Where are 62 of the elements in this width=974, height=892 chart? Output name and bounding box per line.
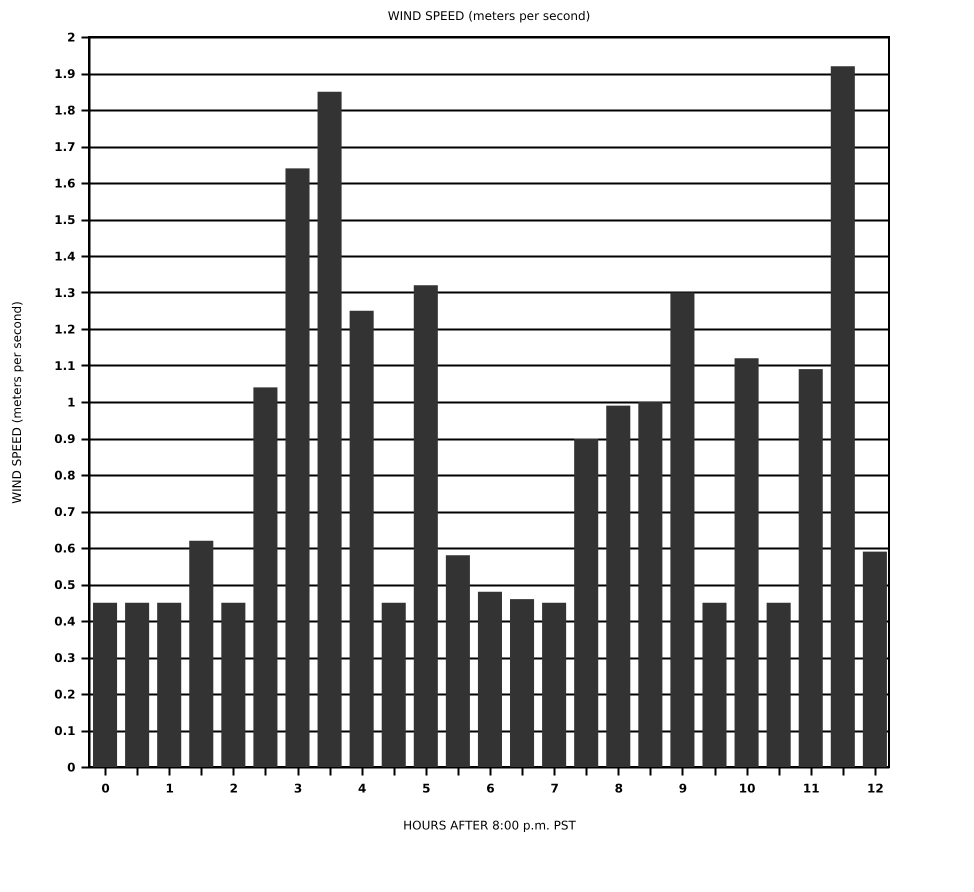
chart-title: WIND SPEED (meters per second): [388, 9, 590, 23]
bar: [766, 602, 791, 767]
bar: [734, 358, 759, 767]
x-tick-label: 9: [678, 782, 688, 796]
bar: [189, 540, 214, 767]
bar: [446, 555, 470, 767]
bar: [157, 602, 182, 767]
bar: [670, 292, 694, 767]
x-tick-label: 7: [550, 782, 559, 796]
bar: [574, 438, 598, 767]
y-axis-title: WIND SPEED (meters per second): [10, 301, 24, 504]
y-tick-label: 1.6: [54, 176, 76, 190]
bar: [318, 92, 342, 767]
bar: [414, 285, 438, 767]
bar: [542, 602, 566, 767]
bar: [606, 406, 630, 767]
y-tick-label: 1.9: [54, 67, 76, 81]
y-tick-label: 1.3: [54, 286, 76, 300]
y-tick-label: 0.1: [54, 724, 76, 738]
y-tick-label: 1: [67, 396, 76, 410]
y-tick-label: 1.8: [54, 104, 76, 118]
x-tick-label: 12: [867, 782, 884, 796]
bar: [830, 66, 855, 767]
y-tick-label: 2: [67, 30, 76, 44]
bar: [93, 602, 118, 767]
y-tick-label: 1.5: [54, 213, 76, 227]
bar: [638, 402, 662, 767]
bar: [253, 387, 278, 767]
y-tick-label: 0.5: [54, 578, 76, 592]
y-tick-label: 0.2: [54, 688, 76, 702]
y-tick-label: 0.8: [54, 468, 76, 482]
bar: [350, 310, 374, 767]
bar: [862, 552, 887, 767]
y-tick-label: 1.1: [54, 359, 76, 373]
y-tick-label: 1.7: [54, 140, 76, 154]
bar: [510, 599, 534, 767]
bar: [382, 602, 406, 767]
y-tick-label: 0.4: [54, 614, 76, 628]
y-tick-label: 1.4: [54, 250, 76, 264]
y-tick-label: 0.7: [54, 505, 76, 519]
bar: [478, 592, 502, 767]
x-tick-label: 5: [422, 782, 430, 796]
bar: [125, 602, 150, 767]
y-tick-label: 1.2: [54, 322, 76, 336]
x-tick-label: 3: [294, 782, 302, 796]
x-tick-label: 0: [101, 782, 110, 796]
bar: [285, 168, 310, 767]
bar: [798, 369, 823, 767]
y-tick-label: 0.3: [54, 651, 76, 665]
y-tick-label: 0.6: [54, 542, 76, 556]
x-tick-label: 11: [802, 782, 820, 796]
x-axis-title: HOURS AFTER 8:00 p.m. PST: [403, 818, 577, 832]
bar: [221, 602, 246, 767]
x-tick-label: 10: [738, 782, 756, 796]
x-tick-label: 8: [614, 782, 623, 796]
y-tick-label: 0: [67, 760, 76, 774]
x-tick-label: 6: [486, 782, 495, 796]
bar: [702, 602, 727, 767]
x-tick-label: 4: [358, 782, 366, 796]
x-tick-label: 1: [166, 782, 174, 796]
y-tick-label: 0.9: [54, 432, 76, 446]
x-tick-label: 2: [230, 782, 238, 796]
